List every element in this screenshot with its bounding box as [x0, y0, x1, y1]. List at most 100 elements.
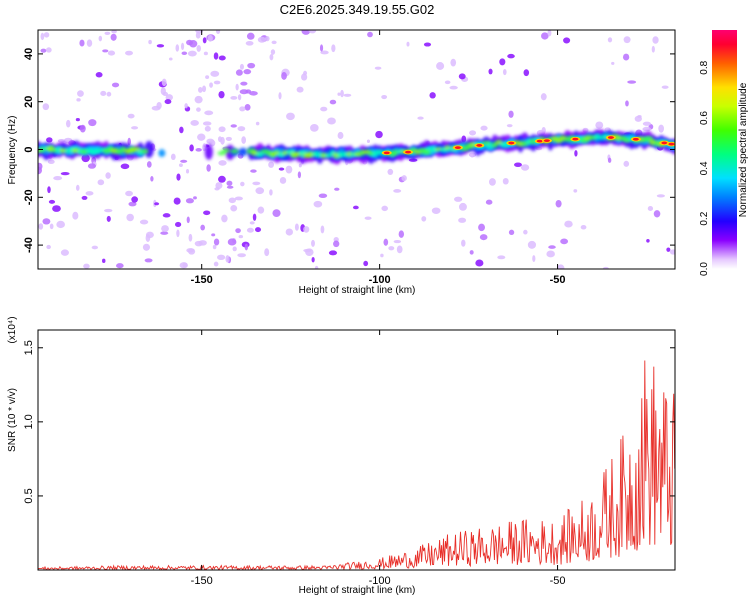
ridge-segment	[140, 148, 149, 154]
noise-blob	[52, 205, 61, 212]
noise-blob	[546, 250, 555, 258]
ridge-hotspots	[381, 135, 675, 156]
noise-blob	[76, 98, 81, 102]
noise-blob	[458, 73, 466, 80]
noise-blob	[75, 184, 80, 191]
noise-blob	[417, 116, 424, 120]
noise-blob	[454, 196, 463, 202]
noise-blob	[81, 154, 90, 163]
spectrogram-y-label: Frequency (Hz)	[7, 116, 18, 185]
noise-blob	[240, 181, 245, 187]
noise-blob	[247, 62, 256, 69]
hotspot-core	[508, 141, 515, 145]
noise-blob	[580, 225, 587, 230]
noise-blob	[154, 202, 160, 206]
noise-blob	[625, 100, 629, 107]
noise-blob	[658, 124, 664, 133]
noise-blob	[218, 175, 226, 183]
noise-blob	[217, 254, 226, 261]
noise-blob	[298, 163, 302, 168]
noise-blob	[206, 164, 211, 172]
noise-blob	[60, 249, 69, 256]
noise-blob	[235, 228, 241, 234]
noise-blob	[272, 209, 281, 217]
noise-blob	[527, 240, 537, 249]
y-tick-label: 20	[23, 96, 35, 108]
noise-blob	[375, 130, 383, 139]
noise-blob	[458, 202, 467, 211]
noise-blob	[343, 93, 352, 97]
noise-blob	[468, 152, 477, 158]
noise-blob	[666, 247, 671, 252]
noise-blob	[246, 32, 255, 40]
noise-blob	[301, 30, 311, 35]
noise-blob	[43, 32, 50, 38]
noise-blob	[297, 171, 302, 179]
noise-blob	[104, 208, 113, 213]
noise-blob	[669, 249, 675, 255]
noise-blob	[237, 94, 242, 101]
noise-blob	[204, 125, 211, 132]
noise-blob	[230, 124, 237, 128]
noise-blob	[210, 70, 220, 77]
noise-blob	[145, 231, 154, 239]
noise-blob	[226, 185, 234, 189]
noise-blob	[148, 39, 152, 45]
noise-blob	[557, 264, 565, 269]
noise-blob	[232, 246, 237, 252]
noise-blob	[85, 191, 94, 196]
colorbar: 0.0 0.2 0.4 0.6 0.8 Normalized spectral ampl…	[699, 30, 749, 276]
noise-blob	[249, 221, 255, 225]
noise-blob	[475, 259, 484, 267]
noise-blob	[393, 239, 402, 244]
noise-blob	[225, 136, 232, 141]
noise-blob	[380, 253, 384, 258]
noise-blob	[311, 256, 315, 263]
noise-blob	[363, 260, 369, 267]
colorbar-ticks: 0.0 0.2 0.4 0.6 0.8	[699, 60, 710, 276]
noise-blob	[540, 93, 547, 101]
noise-blob	[281, 71, 287, 80]
noise-blob	[213, 80, 221, 85]
noise-blob	[49, 223, 54, 230]
noise-blob	[646, 238, 650, 243]
noise-blob	[421, 216, 427, 222]
noise-blob	[83, 263, 90, 269]
noise-blob	[602, 266, 609, 269]
ridge-segment	[204, 144, 213, 160]
noise-blob	[480, 125, 488, 131]
noise-blob	[237, 126, 246, 132]
noise-blob	[252, 181, 261, 186]
noise-blob	[102, 258, 106, 264]
noise-blob	[607, 37, 613, 43]
noise-blob	[218, 126, 226, 133]
noise-blob	[213, 261, 219, 267]
noise-blob	[574, 150, 578, 157]
noise-blob	[265, 36, 270, 42]
noise-blob	[156, 102, 162, 110]
noise-blob	[393, 189, 402, 193]
noise-blob	[185, 168, 190, 174]
noise-blob	[508, 229, 515, 236]
noise-blob	[488, 68, 493, 75]
noise-blob	[42, 218, 51, 225]
y-tick-label: -40	[23, 237, 35, 253]
noise-blob	[278, 167, 285, 171]
noise-blob	[278, 92, 282, 100]
noise-blob	[564, 220, 573, 228]
noise-blob	[75, 117, 80, 122]
noise-blob	[207, 34, 213, 42]
noise-blob	[647, 206, 654, 211]
noise-blob	[320, 50, 329, 55]
noise-blob	[47, 186, 51, 194]
noise-blob	[255, 121, 260, 126]
noise-blob	[364, 216, 372, 220]
noise-blob	[497, 255, 506, 260]
noise-blob	[226, 180, 233, 186]
noise-blob	[186, 39, 193, 46]
noise-blob	[311, 239, 315, 247]
noise-blob	[56, 220, 65, 229]
noise-blob	[196, 45, 201, 52]
noise-blob	[244, 243, 249, 251]
